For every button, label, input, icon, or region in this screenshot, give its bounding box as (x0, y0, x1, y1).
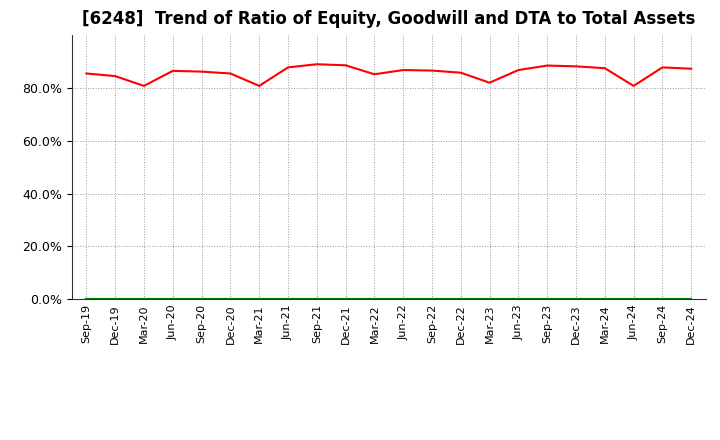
Goodwill (255, 297, 264, 302)
Deferred Tax Assets (572, 297, 580, 302)
Goodwill (140, 297, 148, 302)
Deferred Tax Assets (255, 297, 264, 302)
Goodwill (399, 297, 408, 302)
Deferred Tax Assets (284, 297, 292, 302)
Deferred Tax Assets (543, 297, 552, 302)
Equity (658, 65, 667, 70)
Deferred Tax Assets (312, 297, 321, 302)
Goodwill (514, 297, 523, 302)
Deferred Tax Assets (456, 297, 465, 302)
Goodwill (111, 297, 120, 302)
Goodwill (226, 297, 235, 302)
Goodwill (485, 297, 494, 302)
Deferred Tax Assets (687, 297, 696, 302)
Equity (255, 83, 264, 88)
Equity (82, 71, 91, 76)
Goodwill (572, 297, 580, 302)
Equity (543, 63, 552, 68)
Equity (370, 72, 379, 77)
Equity (428, 68, 436, 73)
Deferred Tax Assets (399, 297, 408, 302)
Deferred Tax Assets (140, 297, 148, 302)
Deferred Tax Assets (341, 297, 350, 302)
Equity (514, 67, 523, 73)
Equity (140, 83, 148, 88)
Equity (197, 69, 206, 74)
Deferred Tax Assets (428, 297, 436, 302)
Goodwill (428, 297, 436, 302)
Goodwill (197, 297, 206, 302)
Goodwill (284, 297, 292, 302)
Goodwill (312, 297, 321, 302)
Deferred Tax Assets (226, 297, 235, 302)
Goodwill (600, 297, 609, 302)
Equity (629, 83, 638, 88)
Title: [6248]  Trend of Ratio of Equity, Goodwill and DTA to Total Assets: [6248] Trend of Ratio of Equity, Goodwil… (82, 10, 696, 28)
Deferred Tax Assets (168, 297, 177, 302)
Goodwill (370, 297, 379, 302)
Equity (600, 66, 609, 71)
Deferred Tax Assets (600, 297, 609, 302)
Deferred Tax Assets (370, 297, 379, 302)
Equity (284, 65, 292, 70)
Equity (341, 62, 350, 68)
Goodwill (658, 297, 667, 302)
Deferred Tax Assets (82, 297, 91, 302)
Goodwill (341, 297, 350, 302)
Equity (572, 64, 580, 69)
Equity (456, 70, 465, 75)
Equity (312, 62, 321, 67)
Deferred Tax Assets (658, 297, 667, 302)
Equity (111, 73, 120, 79)
Deferred Tax Assets (111, 297, 120, 302)
Equity (168, 68, 177, 73)
Deferred Tax Assets (514, 297, 523, 302)
Goodwill (687, 297, 696, 302)
Goodwill (168, 297, 177, 302)
Equity (399, 67, 408, 73)
Deferred Tax Assets (197, 297, 206, 302)
Goodwill (629, 297, 638, 302)
Goodwill (456, 297, 465, 302)
Equity (485, 80, 494, 85)
Equity (226, 71, 235, 76)
Deferred Tax Assets (485, 297, 494, 302)
Deferred Tax Assets (629, 297, 638, 302)
Equity (687, 66, 696, 71)
Goodwill (82, 297, 91, 302)
Goodwill (543, 297, 552, 302)
Line: Equity: Equity (86, 64, 691, 86)
